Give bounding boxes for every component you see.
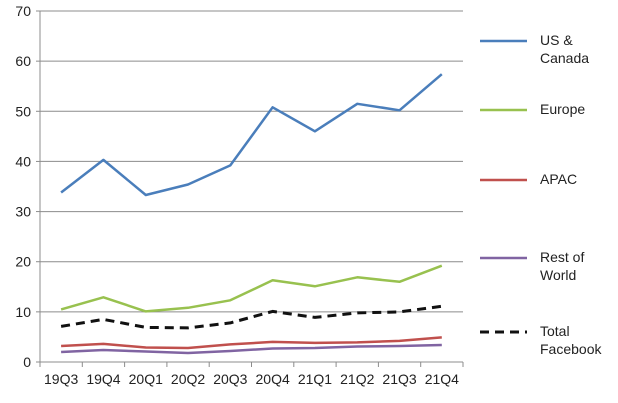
series-line-1 (60, 264, 443, 313)
x-axis-ticks: 19Q3 19Q4 20Q1 20Q2 20Q3 20Q4 21Q1 21Q2 21Q3 21Q4 (39, 362, 464, 387)
legend-label: Facebook (540, 341, 602, 357)
x-tick-label: 19Q4 (86, 371, 120, 387)
x-tick-label: 20Q1 (129, 371, 163, 387)
x-tick-label: 21Q3 (382, 371, 416, 387)
series-lines (60, 73, 443, 355)
series-line-4 (60, 304, 442, 330)
y-axis-ticks: 0 10 20 30 40 50 60 70 (15, 3, 40, 370)
legend-label: Rest of (540, 249, 584, 265)
y-tick-label: 30 (15, 204, 31, 220)
legend-label: Europe (540, 101, 585, 117)
x-tick-label: 21Q1 (298, 371, 332, 387)
y-tick-label: 40 (15, 153, 31, 169)
y-tick-label: 10 (15, 304, 31, 320)
y-tick-label: 20 (15, 254, 31, 270)
x-tick-label: 21Q2 (340, 371, 374, 387)
x-tick-label: 20Q4 (256, 371, 290, 387)
legend-label: Canada (540, 50, 589, 66)
x-tick-label: 20Q3 (213, 371, 247, 387)
y-tick-label: 50 (15, 103, 31, 119)
legend-label: Total (540, 323, 570, 339)
y-tick-label: 0 (23, 354, 31, 370)
gridlines (40, 10, 463, 313)
y-tick-label: 70 (15, 3, 31, 19)
x-tick-label: 19Q3 (44, 371, 78, 387)
y-tick-label: 60 (15, 53, 31, 69)
legend: US & Canada Europe APAC Rest of World Total Fac… (480, 32, 602, 357)
legend-label: APAC (540, 171, 577, 187)
series-line-0 (60, 73, 443, 197)
series-line-3 (61, 343, 442, 355)
x-tick-label: 21Q4 (425, 371, 459, 387)
legend-label: World (540, 267, 576, 283)
x-tick-label: 20Q2 (171, 371, 205, 387)
legend-label: US & (540, 32, 573, 48)
series-line-2 (61, 336, 442, 350)
